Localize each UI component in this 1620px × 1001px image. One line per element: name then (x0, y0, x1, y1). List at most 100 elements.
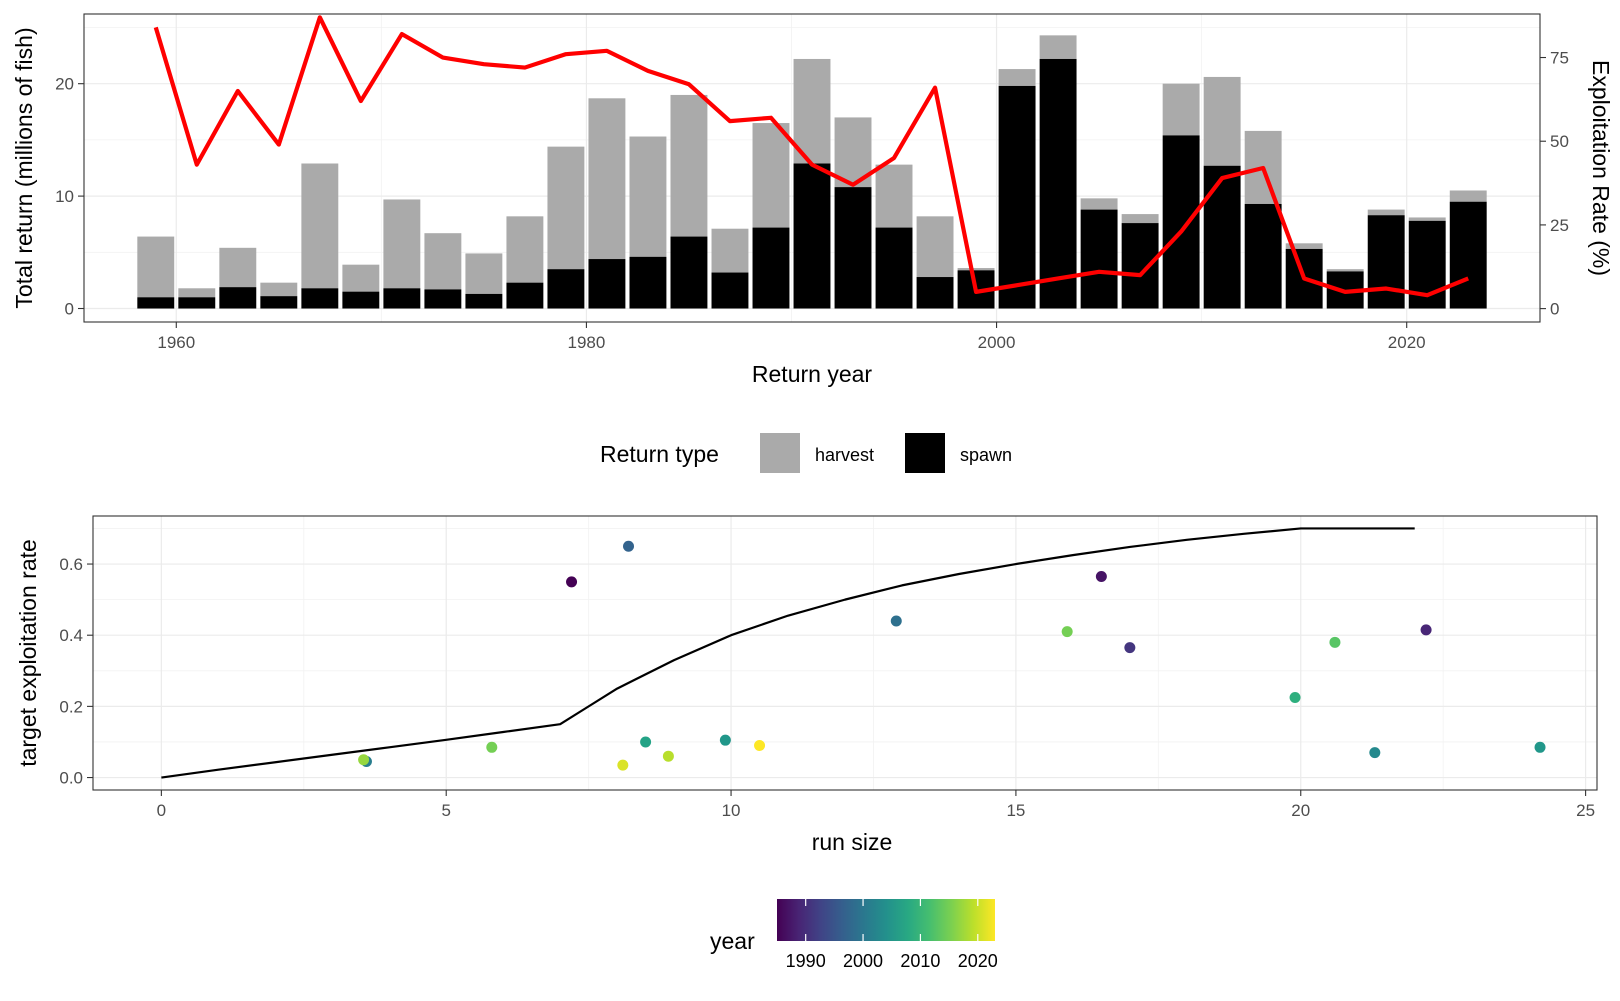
harvest-bar (1039, 35, 1077, 59)
spawn-bar (178, 297, 216, 309)
scatter-point (1289, 691, 1301, 703)
top-y2-axis-title: Exploitation Rate (%) (1588, 60, 1614, 276)
scatter-point (1420, 624, 1432, 636)
spawn-bar (301, 288, 339, 309)
bottom-y-tick-label: 0.2 (59, 697, 83, 716)
scatter-point (662, 750, 674, 762)
harvest-bar (1367, 209, 1405, 216)
exploitation-rate-line (153, 15, 1470, 298)
spawn-bar (834, 187, 872, 309)
top-y-tick-label: 0 (65, 300, 74, 319)
bottom-y-tick-label: 0.0 (59, 769, 83, 788)
bottom-panel-border (92, 515, 1598, 791)
colorbar-tick-label: 2020 (958, 951, 998, 971)
top-y-axis-ticks: 0 10 20 (55, 75, 84, 319)
scatter-point (1124, 642, 1136, 654)
top-x-axis-ticks: 1960 1980 2000 2020 (157, 322, 1426, 352)
top-x-tick-label: 2000 (978, 333, 1016, 352)
spawn-bar (1039, 58, 1077, 309)
top-panel-border (83, 13, 1541, 323)
bottom-x-axis-title: run size (812, 829, 893, 855)
bottom-panel: 0 5 10 15 20 25 0.0 0.2 0.4 0.6 run size target … (15, 515, 1598, 855)
spawn-bar (1244, 203, 1282, 309)
harvest-bar (301, 163, 339, 289)
colorbar-tick-label: 2010 (900, 951, 940, 971)
top-panel: 1960 1980 2000 2020 0 10 20 0 25 50 75 Return ye… (11, 13, 1614, 387)
return-type-legend-title: Return type (600, 441, 719, 467)
spawn-bar (260, 296, 298, 309)
spawn-bar (916, 277, 954, 309)
bottom-x-tick-label: 20 (1291, 801, 1310, 820)
harvest-bar (1203, 76, 1241, 166)
spawn-bar (629, 256, 667, 309)
year-colorbar-legend: year 1990 2000 2010 2020 (710, 899, 998, 971)
spawn-bar (1449, 201, 1487, 309)
harvest-bar (793, 58, 831, 164)
top-y2-axis-ticks: 0 25 50 75 (1540, 49, 1569, 319)
spawn-bar (547, 269, 585, 309)
bottom-y-axis-ticks: 0.0 0.2 0.4 0.6 (59, 555, 93, 788)
scatter-point (1061, 626, 1073, 638)
scatter-point (617, 759, 629, 771)
spawn-bar (793, 163, 831, 309)
harvest-bar (1326, 269, 1364, 272)
harvest-bar (137, 236, 175, 298)
spawn-bar (506, 282, 544, 309)
top-x-tick-label: 2020 (1388, 333, 1426, 352)
harvest-bar (711, 228, 749, 273)
harvest-bar (588, 98, 626, 260)
harvest-bar (1121, 214, 1159, 224)
year-legend-title: year (710, 928, 755, 954)
year-colorbar (777, 899, 995, 941)
harvest-bar (1162, 83, 1200, 136)
harvest-bar (424, 233, 462, 290)
spawn-bar (670, 236, 708, 309)
top-x-tick-label: 1960 (157, 333, 195, 352)
top-x-axis-title: Return year (752, 361, 873, 387)
scatter-point (1095, 570, 1107, 582)
spawn-bar (1080, 209, 1118, 309)
bottom-points (358, 540, 1546, 771)
scatter-point (358, 754, 370, 766)
target-exploitation-curve (161, 527, 1415, 779)
spawn-bar (424, 289, 462, 309)
harvest-bar (465, 253, 503, 294)
top-x-tick-label: 1980 (568, 333, 606, 352)
harvest-bar (178, 288, 216, 298)
bottom-x-axis-ticks: 0 5 10 15 20 25 (157, 790, 1595, 820)
year-colorbar-ticks: 1990 2000 2010 2020 (786, 899, 998, 971)
spawn-bar (752, 227, 790, 309)
bottom-y-tick-label: 0.4 (59, 626, 83, 645)
harvest-bar (670, 94, 708, 237)
spawn-bar (875, 227, 913, 309)
scatter-point (566, 576, 578, 588)
bottom-panel-background (93, 516, 1597, 790)
spawn-bar (137, 297, 175, 309)
spawn-bar (465, 293, 503, 309)
scatter-point (1534, 741, 1546, 753)
harvest-bar (957, 268, 995, 271)
top-y-axis-title: Total return (millions of fish) (11, 27, 37, 308)
scatter-point (719, 734, 731, 746)
harvest-bar (342, 264, 380, 292)
top-y2-tick-label: 75 (1550, 49, 1569, 68)
harvest-bar (998, 69, 1036, 86)
harvest-bar (629, 136, 667, 257)
harvest-bar (916, 216, 954, 278)
spawn-bar (383, 288, 421, 309)
legend-label-spawn: spawn (960, 445, 1012, 465)
bottom-y-axis-title: target exploitation rate (15, 539, 41, 767)
bottom-x-tick-label: 25 (1576, 801, 1595, 820)
spawn-bar (588, 259, 626, 309)
top-y-tick-label: 10 (55, 187, 74, 206)
bottom-y-tick-label: 0.6 (59, 555, 83, 574)
scatter-point (486, 741, 498, 753)
spawn-bar (711, 272, 749, 309)
top-y2-tick-label: 25 (1550, 216, 1569, 235)
top-y2-tick-label: 50 (1550, 132, 1569, 151)
scatter-point (1329, 636, 1341, 648)
spawn-bar (1367, 215, 1405, 309)
scatter-point (754, 740, 766, 752)
harvest-bar (752, 123, 790, 228)
scatter-point (623, 540, 635, 552)
